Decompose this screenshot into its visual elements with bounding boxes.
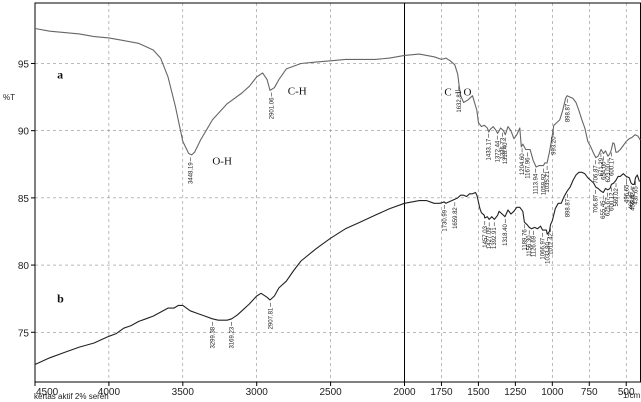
- peak-label-a: 1336.73: [501, 137, 507, 159]
- y-tick-label: 75: [18, 328, 30, 339]
- x-tick-label: 3000: [246, 387, 269, 398]
- footer-note: kertas aktif 2% sereh: [34, 392, 109, 401]
- peak-label-b: 569.02: [614, 187, 620, 206]
- y-axis-label: %T: [3, 93, 15, 102]
- peak-label-b: 1457.03: [483, 225, 489, 247]
- peak-label-b: 625.67: [606, 197, 612, 216]
- peak-label-a: 706.87: [594, 165, 600, 184]
- peak-label-a: 3448.19: [188, 162, 194, 184]
- peak-label-b: 1659.82: [453, 207, 459, 229]
- peak-label-a: 1059.92: [541, 173, 547, 195]
- y-tick-label: 95: [18, 59, 30, 70]
- grid-layer: [34, 3, 641, 382]
- x-tick-label: 500: [618, 387, 635, 398]
- axis-layer: 4500 4000 3500 3000 2500 2000 1750 1500 1250 1000…: [18, 2, 641, 398]
- peak-label-a: 1167.96: [525, 157, 531, 179]
- peak-label-a: 993.20: [551, 136, 557, 155]
- functional-group-annotation: C-H: [288, 85, 307, 97]
- x-tick-label: 4000: [98, 387, 121, 398]
- x-tick-label: 3500: [172, 387, 195, 398]
- peak-label-b: 600.12: [609, 192, 615, 211]
- peak-label-b: 2907.81: [268, 307, 274, 329]
- peak-label-a: 1113.94: [533, 173, 539, 194]
- x-tick-label: 2500: [319, 387, 342, 398]
- x-axis-unit-label: 1/cm: [623, 391, 641, 400]
- x-tick-label: 4500: [36, 387, 59, 398]
- peak-label-a: 1204.60: [520, 153, 526, 175]
- peak-label-a: 1318.40: [503, 142, 509, 164]
- peak-label-b: 496.65: [625, 184, 631, 203]
- series-label-b: b: [57, 292, 64, 306]
- peak-label-b: 456.82: [631, 192, 637, 211]
- x-tick-label: 750: [581, 387, 598, 398]
- peak-label-b: 1427.09: [487, 227, 493, 249]
- y-tick-label: 85: [18, 194, 30, 205]
- peak-label-a: 623.00: [606, 163, 612, 182]
- peak-label-b: 466.47: [629, 191, 635, 210]
- peak-label-b: 1066.97: [540, 237, 546, 259]
- peak-label-b: 1126.69: [532, 235, 538, 257]
- peak-label-a: 2901.06: [269, 97, 275, 119]
- peak-label-a: 1372.44: [495, 140, 501, 162]
- y-tick-label: 90: [18, 127, 30, 138]
- peak-label-b: 437.65: [633, 186, 639, 205]
- peak-label-a: 671.29: [599, 157, 605, 176]
- series-line-b: [34, 171, 641, 366]
- functional-group-annotation: O-H: [212, 155, 232, 167]
- peak-label-b: 1392.91: [492, 227, 498, 249]
- peak-label-a: 600.17: [609, 157, 615, 176]
- peak-label-a: 1632.81: [457, 90, 463, 112]
- peak-label-a: 898.87: [565, 103, 571, 122]
- peak-label-layer: 3448.19 2901.06 1632.81 1433.17 1372.44 1336.…: [188, 85, 639, 349]
- x-tick-label: 1750: [430, 387, 453, 398]
- x-tick-label: 1500: [467, 387, 490, 398]
- peak-label-b: 898.87: [565, 198, 571, 217]
- y-tick-label: 80: [18, 261, 30, 272]
- series-layer: [34, 27, 641, 366]
- peak-label-b: 3299.38: [210, 326, 216, 348]
- x-tick-label: 2000: [393, 387, 416, 398]
- peak-label-b: 655.45: [601, 200, 607, 219]
- peak-label-a: 1433.17: [486, 138, 492, 160]
- peak-label-b: 1156.30: [527, 235, 533, 257]
- peak-label-b: 1033.80: [545, 241, 551, 263]
- peak-label-b: 706.87: [594, 194, 600, 213]
- peak-label-a: 1035.21: [545, 170, 551, 192]
- series-line-a: [34, 27, 641, 168]
- peak-label-b: 1189.76: [522, 229, 528, 251]
- series-label-a: a: [57, 67, 63, 81]
- functional-group-annotation: C = O: [444, 87, 471, 99]
- x-tick-label: 1000: [541, 387, 564, 398]
- peak-label-b: 1318.40: [503, 224, 509, 246]
- peak-label-b: 1012.42: [548, 232, 554, 254]
- x-tick-label: 1250: [504, 387, 527, 398]
- peak-label-b: 3169.23: [230, 326, 236, 348]
- annotation-layer: a b O-H C-H C = O: [57, 67, 471, 305]
- peak-label-a: 654.00: [601, 161, 607, 180]
- peak-label-b: 1730.99: [442, 209, 448, 231]
